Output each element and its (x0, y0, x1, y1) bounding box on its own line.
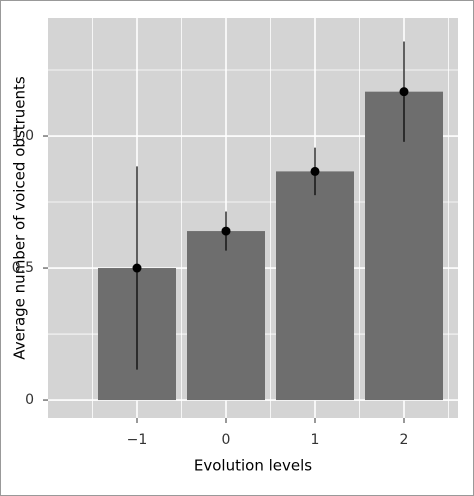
y-tick-label: 1.0 (12, 128, 34, 144)
point (310, 166, 320, 176)
point (132, 263, 142, 273)
x-axis-title: Evolution levels (194, 457, 312, 475)
y-axis-title: Average number of voiced obstruents (11, 76, 29, 360)
x-tick-label: 2 (400, 432, 409, 448)
point (399, 87, 409, 97)
y-tick-label: 0.5 (12, 260, 34, 276)
bar (365, 91, 443, 401)
bar (276, 171, 354, 401)
y-tick-label: 0 (25, 392, 34, 408)
x-tick-label: −1 (127, 432, 148, 448)
x-tick-label: 0 (222, 432, 231, 448)
point (221, 226, 231, 236)
bar (187, 231, 265, 401)
x-tick-label: 1 (311, 432, 320, 448)
